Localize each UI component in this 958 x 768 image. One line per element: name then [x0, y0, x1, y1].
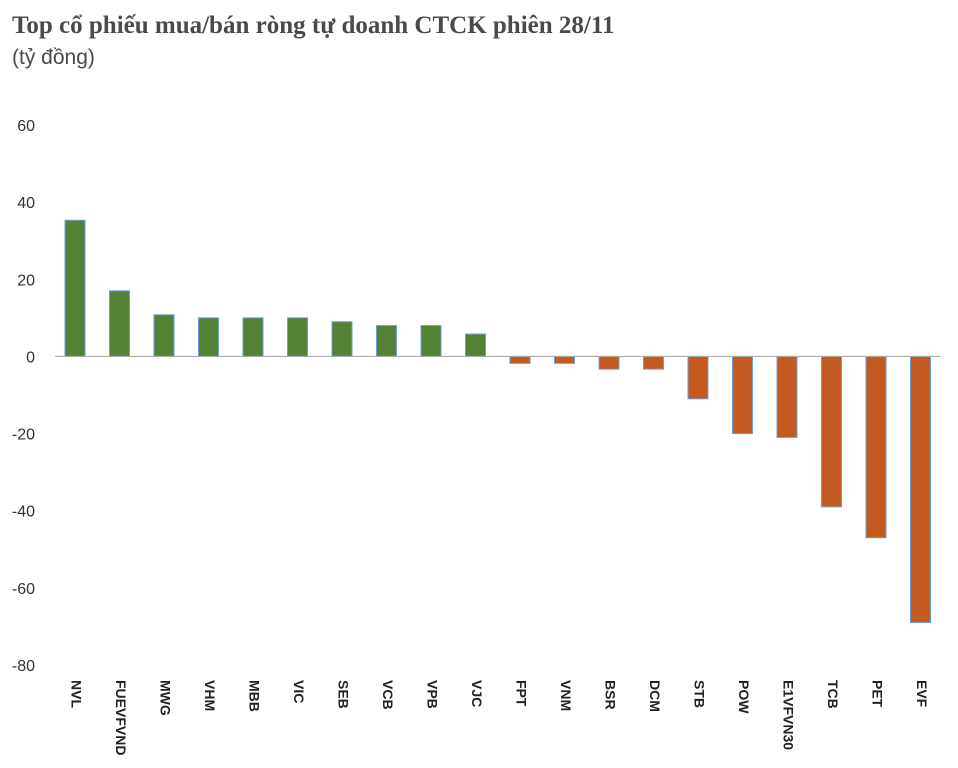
x-tick-label-mbb: MBB — [246, 680, 262, 712]
y-tick-label: -40 — [12, 504, 35, 521]
x-tick-label-dcm: DCM — [647, 680, 663, 712]
x-tick-label-vcb: VCB — [380, 680, 396, 710]
x-tick-label-nvl: NVL — [68, 680, 84, 708]
y-tick-label: -80 — [12, 658, 35, 675]
bar-tcb — [821, 355, 842, 508]
x-axis-labels: NVL FUEVFVND MWG VHM MBB VIC SEB VCB VPB VJC FPT VN… — [68, 680, 930, 755]
chart-subtitle: (tỷ đồng) — [12, 46, 95, 69]
bar-vic — [287, 317, 308, 357]
bar-mbb — [242, 317, 264, 357]
x-tick-label-vjc: VJC — [469, 680, 485, 707]
bar-evf — [910, 355, 931, 624]
bar-vhm — [198, 317, 219, 357]
bar-vjc — [465, 333, 486, 357]
bars — [64, 219, 931, 624]
bar-nvl — [64, 219, 86, 357]
bar-mwg — [153, 314, 175, 357]
bar-dcm — [643, 355, 664, 370]
x-tick-label-fuevfvnd: FUEVFVND — [113, 680, 129, 755]
x-tick-label-mwg: MWG — [157, 680, 173, 716]
x-tick-label-vpb: VPB — [424, 680, 440, 709]
x-tick-label-seb: SEB — [335, 680, 351, 709]
x-tick-label-bsr: BSR — [602, 680, 618, 710]
bar-vnm — [554, 355, 575, 364]
y-tick-label: -20 — [12, 427, 35, 444]
y-tick-label: 40 — [17, 195, 35, 212]
bar-pow — [732, 355, 753, 435]
x-tick-label-vnm: VNM — [558, 680, 574, 711]
y-tick-label: 60 — [17, 118, 35, 135]
x-tick-label-vhm: VHM — [202, 680, 218, 711]
bar-fuevfvnd — [109, 290, 130, 357]
y-axis-ticks: 60 40 20 0 -20 -40 -60 -80 — [12, 118, 35, 675]
y-tick-label: 20 — [17, 272, 35, 289]
bar-stb — [687, 355, 709, 400]
bar-vpb — [420, 325, 442, 357]
bar-pet — [865, 355, 887, 539]
x-tick-label-stb: STB — [691, 680, 707, 708]
x-tick-label-pow: POW — [736, 680, 752, 714]
bar-bsr — [598, 355, 620, 370]
bar-e1vfvn30 — [776, 355, 798, 438]
y-tick-label: -60 — [12, 581, 35, 598]
x-tick-label-pet: PET — [869, 680, 885, 708]
x-tick-label-e1vfvn30: E1VFVN30 — [780, 680, 796, 750]
chart-title: Top cổ phiếu mua/bán ròng tự doanh CTCK … — [12, 12, 615, 39]
x-tick-label-fpt: FPT — [513, 680, 529, 707]
y-tick-label: 0 — [26, 349, 35, 366]
bar-vcb — [376, 325, 397, 357]
bar-fpt — [509, 355, 531, 364]
bar-seb — [331, 321, 353, 357]
x-tick-label-tcb: TCB — [825, 680, 841, 709]
x-tick-label-evf: EVF — [914, 680, 930, 708]
x-tick-label-vic: VIC — [291, 680, 307, 703]
